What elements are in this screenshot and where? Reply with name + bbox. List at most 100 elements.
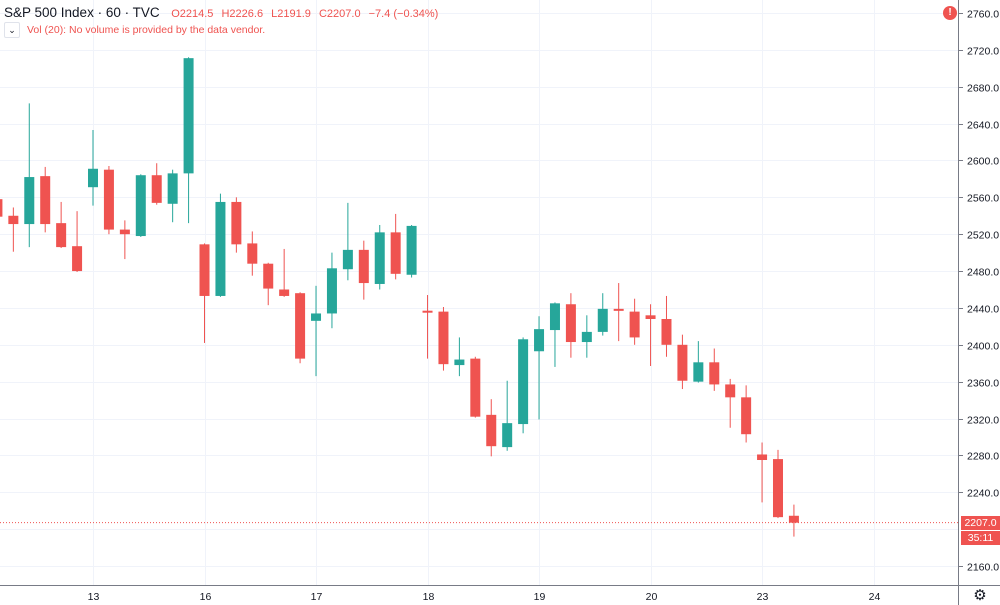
candle-body <box>518 339 529 425</box>
candle <box>470 356 481 418</box>
candle <box>661 295 672 357</box>
candle <box>8 207 19 252</box>
y-tick-label: 2280.0 <box>967 451 999 463</box>
ohlc-values: O2214.5 H2226.6 L2191.9 C2207.0 −7.4 (−0… <box>171 8 443 20</box>
candle-body <box>486 414 497 447</box>
candle-body <box>24 177 35 225</box>
candle <box>295 292 306 364</box>
candle <box>502 380 513 451</box>
candle-body <box>56 223 67 248</box>
exclamation-icon[interactable]: ! <box>943 6 957 20</box>
y-tick-label: 2480.0 <box>967 267 999 279</box>
candle <box>565 293 576 358</box>
y-tick-label: 2720.0 <box>967 46 999 58</box>
candle <box>422 295 433 359</box>
candle <box>24 103 35 248</box>
candle-body <box>279 289 290 296</box>
candle-body <box>565 304 576 343</box>
y-tick-label: 2440.0 <box>967 304 999 316</box>
candle-body <box>406 225 417 275</box>
candle-body <box>549 303 560 331</box>
candle-body <box>326 268 337 314</box>
candle <box>247 231 258 276</box>
candle <box>581 315 592 358</box>
candle <box>119 220 130 260</box>
candle <box>406 224 417 278</box>
candle <box>56 201 67 249</box>
candle <box>390 213 401 280</box>
candle-body <box>374 232 385 284</box>
last-price-label: 2207.0 <box>961 515 1000 530</box>
candle <box>693 341 704 383</box>
candle-body <box>741 397 752 435</box>
candle-body <box>88 168 98 188</box>
candle-body <box>757 454 768 461</box>
candle-body <box>342 249 353 270</box>
candle <box>72 211 83 272</box>
close-value: C2207.0 <box>318 8 361 20</box>
price-axis[interactable]: 2160.0 2240.0 2280.0 2320.0 2360.0 2400.0 2440… <box>958 9 999 574</box>
candle <box>645 304 656 366</box>
candle <box>486 399 497 457</box>
candle <box>629 298 640 345</box>
candle-body <box>725 384 736 398</box>
chevron-down-icon[interactable]: ⌄ <box>4 22 20 38</box>
y-tick-label: 2520.0 <box>967 230 999 242</box>
candle-body <box>135 175 146 237</box>
candle-body <box>788 515 799 523</box>
candle-body <box>454 359 465 366</box>
change-value: −7.4 (−0.34%) <box>368 8 439 20</box>
candle-body <box>772 459 783 518</box>
candle-body <box>390 232 401 274</box>
candle <box>199 243 210 343</box>
candle <box>263 262 274 306</box>
candle <box>788 504 799 537</box>
candle-body <box>693 362 704 382</box>
time-axis[interactable]: 13 16 17 18 19 20 23 24 <box>88 591 881 603</box>
y-tick-label: 2680.0 <box>967 83 999 95</box>
candle-body <box>470 358 481 417</box>
chart-legend: S&P 500 Index · 60 · TVC O2214.5 H2226.6… <box>4 5 443 20</box>
candle <box>151 163 162 205</box>
candle-body <box>645 315 656 319</box>
candle-body <box>311 313 322 321</box>
grid <box>0 0 958 585</box>
candle <box>231 197 242 253</box>
candle <box>725 378 736 428</box>
candle <box>438 307 449 371</box>
candle <box>183 57 194 224</box>
candle-body <box>502 423 513 448</box>
candle-body <box>8 215 19 225</box>
candle-body <box>103 169 114 230</box>
symbol-title[interactable]: S&P 500 Index · 60 · TVC <box>4 5 160 20</box>
candle <box>549 302 560 367</box>
candle <box>374 224 385 290</box>
candle-body <box>597 308 608 332</box>
y-tick-label: 2600.0 <box>967 156 999 168</box>
x-tick-label: 24 <box>869 591 881 603</box>
x-tick-label: 16 <box>200 591 212 603</box>
candle-body <box>438 311 449 365</box>
candle-body <box>534 329 545 352</box>
candle <box>342 202 353 281</box>
candle-body <box>72 246 83 272</box>
candle-body <box>247 243 258 264</box>
candle-body <box>183 58 194 174</box>
x-tick-label: 23 <box>757 591 769 603</box>
candle <box>757 442 768 503</box>
candle-body <box>263 263 274 289</box>
gear-icon[interactable]: ⚙ <box>973 587 987 604</box>
candle-body <box>661 318 672 345</box>
candle-body <box>119 229 130 235</box>
candle <box>0 199 3 217</box>
candle <box>358 240 369 300</box>
open-value: O2214.5 <box>171 8 214 20</box>
y-tick-label: 2240.0 <box>967 488 999 500</box>
candle-body <box>167 173 178 204</box>
candle <box>709 348 720 391</box>
candle <box>135 174 146 237</box>
candle-body <box>231 201 242 245</box>
y-tick-label: 2560.0 <box>967 193 999 205</box>
candle-body <box>40 176 51 225</box>
